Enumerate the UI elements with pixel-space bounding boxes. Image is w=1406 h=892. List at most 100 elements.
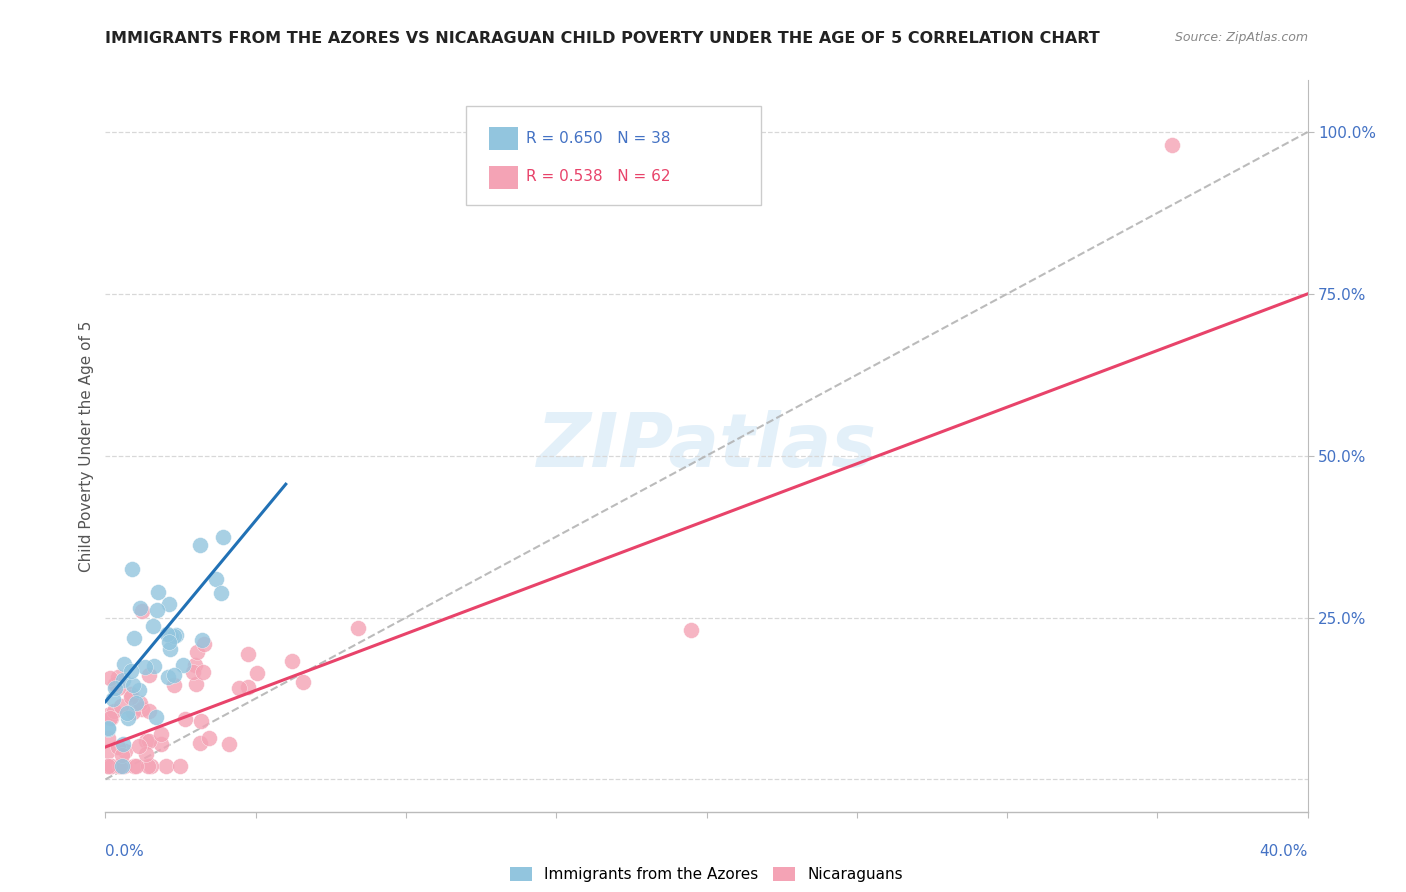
- Point: [97, 722, 120, 736]
- Point: [108, 759, 131, 773]
- Point: [112, 759, 135, 773]
- Point: [97, 759, 120, 773]
- Point: [100, 759, 122, 773]
- Point: [150, 738, 173, 752]
- Point: [172, 657, 194, 672]
- Point: [101, 691, 124, 706]
- Point: [103, 704, 125, 718]
- Point: [125, 759, 148, 773]
- Point: [111, 673, 134, 688]
- Point: [129, 601, 152, 615]
- Point: [218, 737, 240, 751]
- Y-axis label: Child Poverty Under the Age of 5: Child Poverty Under the Age of 5: [79, 320, 94, 572]
- Point: [104, 677, 127, 691]
- Point: [209, 586, 232, 600]
- Point: [135, 734, 157, 748]
- Point: [142, 658, 165, 673]
- Point: [98, 671, 121, 685]
- Point: [120, 690, 142, 705]
- Point: [136, 759, 159, 773]
- Point: [347, 621, 370, 635]
- Point: [1161, 138, 1184, 153]
- Point: [159, 641, 181, 656]
- Point: [122, 678, 145, 692]
- Text: R = 0.538   N = 62: R = 0.538 N = 62: [526, 169, 671, 185]
- Point: [165, 628, 187, 642]
- Point: [128, 683, 150, 698]
- Point: [156, 627, 179, 641]
- Point: [97, 744, 120, 758]
- Point: [98, 710, 121, 724]
- Point: [159, 597, 181, 611]
- Point: [110, 699, 132, 714]
- Text: 0.0%: 0.0%: [105, 845, 145, 859]
- Point: [104, 681, 127, 696]
- Point: [162, 677, 184, 691]
- Point: [186, 677, 208, 691]
- Point: [135, 747, 157, 762]
- Point: [107, 740, 129, 755]
- FancyBboxPatch shape: [489, 166, 517, 189]
- Point: [142, 619, 165, 633]
- Point: [107, 670, 129, 684]
- Point: [138, 734, 160, 748]
- Point: [138, 668, 160, 682]
- Point: [169, 759, 191, 773]
- Legend: Immigrants from the Azores, Nicaraguans: Immigrants from the Azores, Nicaraguans: [505, 861, 908, 888]
- Point: [100, 711, 122, 725]
- Point: [97, 759, 120, 773]
- Point: [246, 665, 269, 680]
- Point: [124, 632, 146, 646]
- Point: [120, 664, 142, 678]
- Point: [188, 538, 211, 552]
- Point: [228, 681, 250, 696]
- Point: [131, 702, 153, 716]
- FancyBboxPatch shape: [465, 106, 761, 204]
- Point: [159, 629, 181, 643]
- Point: [114, 744, 136, 758]
- Text: IMMIGRANTS FROM THE AZORES VS NICARAGUAN CHILD POVERTY UNDER THE AGE OF 5 CORREL: IMMIGRANTS FROM THE AZORES VS NICARAGUAN…: [105, 31, 1101, 46]
- Point: [121, 561, 143, 575]
- Point: [193, 637, 215, 651]
- Point: [97, 731, 120, 745]
- Point: [115, 706, 138, 720]
- Point: [128, 739, 150, 753]
- Point: [97, 721, 120, 735]
- Point: [186, 645, 208, 659]
- Text: R = 0.650   N = 38: R = 0.650 N = 38: [526, 130, 671, 145]
- Point: [291, 675, 314, 690]
- Point: [238, 680, 260, 694]
- Point: [129, 696, 152, 710]
- Point: [212, 530, 235, 544]
- Point: [111, 748, 134, 763]
- Point: [190, 714, 212, 728]
- Point: [281, 654, 304, 668]
- Point: [156, 671, 179, 685]
- Point: [108, 759, 131, 773]
- Point: [181, 665, 204, 679]
- Point: [131, 604, 153, 618]
- Point: [188, 736, 211, 750]
- Point: [205, 572, 228, 586]
- FancyBboxPatch shape: [489, 127, 517, 151]
- Point: [125, 696, 148, 710]
- Point: [112, 657, 135, 671]
- Point: [107, 681, 129, 695]
- Point: [139, 759, 162, 773]
- Point: [122, 759, 145, 773]
- Point: [117, 711, 139, 725]
- Point: [97, 708, 120, 723]
- Point: [121, 706, 143, 720]
- Text: ZIPatlas: ZIPatlas: [537, 409, 876, 483]
- Point: [681, 624, 703, 638]
- Point: [120, 687, 142, 701]
- Point: [134, 660, 156, 674]
- Point: [174, 712, 197, 726]
- Point: [111, 759, 134, 773]
- Point: [197, 731, 219, 745]
- Point: [155, 759, 177, 773]
- Text: 40.0%: 40.0%: [1260, 845, 1308, 859]
- Point: [238, 647, 260, 661]
- Point: [184, 657, 207, 672]
- Point: [138, 704, 160, 718]
